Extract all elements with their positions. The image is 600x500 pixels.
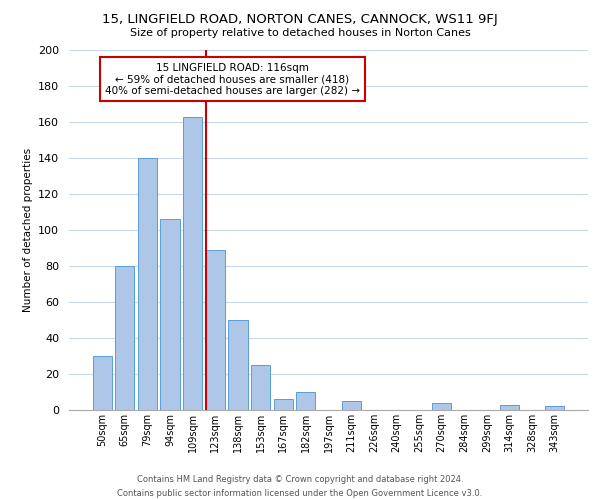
Bar [183, 116, 202, 410]
Bar [274, 399, 293, 410]
Bar [296, 392, 316, 410]
Bar [115, 266, 134, 410]
Y-axis label: Number of detached properties: Number of detached properties [23, 148, 32, 312]
Bar [432, 403, 451, 410]
Bar [500, 404, 519, 410]
Bar [251, 365, 270, 410]
Text: 15 LINGFIELD ROAD: 116sqm
← 59% of detached houses are smaller (418)
40% of semi: 15 LINGFIELD ROAD: 116sqm ← 59% of detac… [105, 62, 360, 96]
Text: 15, LINGFIELD ROAD, NORTON CANES, CANNOCK, WS11 9FJ: 15, LINGFIELD ROAD, NORTON CANES, CANNOC… [102, 12, 498, 26]
Bar [138, 158, 157, 410]
Bar [229, 320, 248, 410]
Bar [160, 219, 180, 410]
Text: Size of property relative to detached houses in Norton Canes: Size of property relative to detached ho… [130, 28, 470, 38]
Bar [341, 401, 361, 410]
Text: Contains HM Land Registry data © Crown copyright and database right 2024.
Contai: Contains HM Land Registry data © Crown c… [118, 476, 482, 498]
Bar [545, 406, 565, 410]
Bar [92, 356, 112, 410]
Bar [206, 250, 225, 410]
